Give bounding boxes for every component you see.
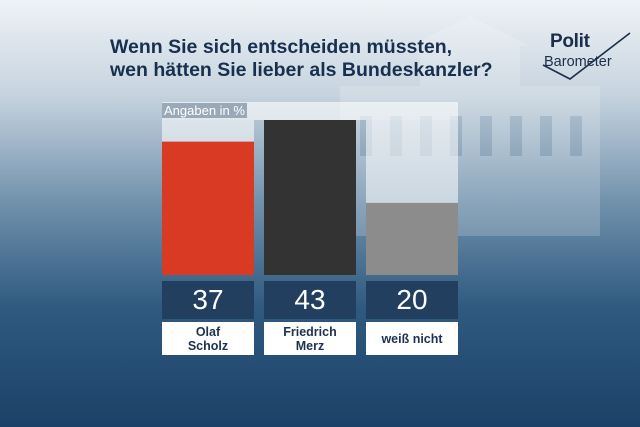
value-label: 20 — [366, 281, 458, 319]
politbarometer-logo: Polit Barometer — [540, 31, 632, 83]
unit-label: Angaben in % — [162, 103, 247, 118]
logo-bottom-text: Barometer — [544, 54, 612, 70]
title-line-1: Wenn Sie sich entscheiden müssten, — [110, 36, 453, 58]
category-label: Olaf Scholz — [162, 322, 254, 355]
category-label: Friedrich Merz — [264, 322, 356, 355]
unit-strip: Angaben in % — [162, 102, 458, 120]
bar-0 — [162, 141, 254, 275]
bar-1 — [264, 120, 356, 275]
value-label: 37 — [162, 281, 254, 319]
logo-check-mark-icon — [542, 32, 631, 80]
bar-2 — [366, 202, 458, 275]
logo-top-text: Polit — [550, 31, 590, 52]
category-label: weiß nicht — [366, 322, 458, 355]
title-line-2: wen hätten Sie lieber als Bundeskanzler? — [110, 59, 493, 81]
value-label: 43 — [264, 281, 356, 319]
chart-title: Wenn Sie sich entscheiden müssten, wen h… — [110, 36, 493, 82]
